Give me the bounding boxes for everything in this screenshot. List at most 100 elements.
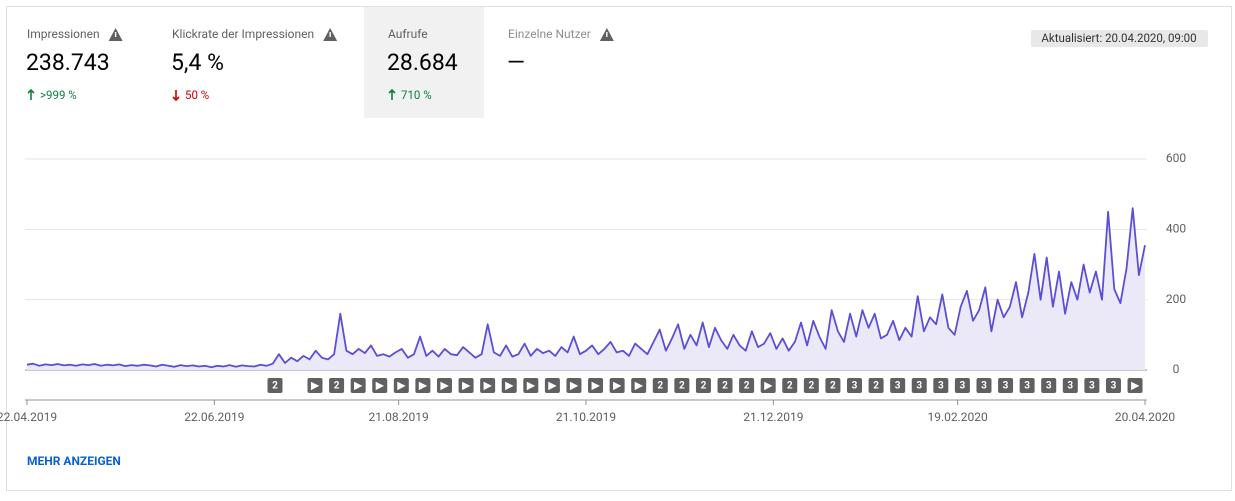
event-badge-label: ▶ <box>548 381 558 392</box>
event-badge-label: 3 <box>1046 381 1052 392</box>
event-badge-label: 3 <box>895 381 901 392</box>
event-badge-label: 2 <box>657 381 663 392</box>
event-badge-label: 2 <box>873 381 879 392</box>
x-tick-label: 22.04.2019 <box>0 410 57 424</box>
x-tick-label: 19.02.2020 <box>928 410 989 424</box>
event-badge-label: 2 <box>787 381 793 392</box>
event-badge-label: 2 <box>830 381 836 392</box>
event-badge[interactable] <box>307 378 323 393</box>
event-badge-label: 3 <box>916 381 922 392</box>
event-badge-label: 2 <box>272 381 278 392</box>
event-badge-label: 3 <box>1067 381 1073 392</box>
event-badge-label: ▶ <box>440 381 450 392</box>
more-link[interactable]: MEHR ANZEIGEN <box>27 454 121 468</box>
event-badge[interactable] <box>1105 378 1121 393</box>
y-tick-label: 600 <box>1166 151 1186 165</box>
event-badge[interactable] <box>911 378 927 393</box>
event-badge[interactable] <box>523 378 539 393</box>
warning-mark <box>606 32 608 37</box>
event-badge[interactable] <box>544 378 560 393</box>
trend-arrow <box>172 90 180 102</box>
metric-value: 28.684 <box>387 49 458 76</box>
line <box>26 207 1146 369</box>
card-border <box>6 6 1232 491</box>
event-badge-label: 2 <box>334 381 340 392</box>
event-badge[interactable] <box>890 378 906 393</box>
metric-change: 710 % <box>401 88 432 102</box>
event-badge-label: 3 <box>938 381 944 392</box>
event-badge-label: 3 <box>1003 381 1009 392</box>
updated-label: Aktualisiert: 20.04.2020, 09:00 <box>1041 31 1196 45</box>
y-tick-label: 400 <box>1166 222 1186 236</box>
event-badge-label: 3 <box>981 381 987 392</box>
metric-label: Aufrufe <box>388 27 428 41</box>
x-tick-label: 21.08.2019 <box>369 410 429 424</box>
event-badge[interactable] <box>998 378 1014 393</box>
event-badge[interactable] <box>1127 378 1143 393</box>
event-badge[interactable] <box>652 378 668 393</box>
x-tick-label: 21.10.2019 <box>556 410 616 424</box>
event-badge-label: ▶ <box>612 381 622 392</box>
metric-label: Impressionen <box>27 27 100 41</box>
event-badge[interactable] <box>609 378 625 393</box>
event-badge[interactable] <box>933 378 949 393</box>
event-badge[interactable] <box>717 378 733 393</box>
event-badge-label: 2 <box>744 381 750 392</box>
event-badge-label: ▶ <box>763 381 773 392</box>
event-badge[interactable] <box>1041 378 1057 393</box>
event-badge[interactable] <box>329 378 345 393</box>
metric-label: Klickrate der Impressionen <box>172 27 314 41</box>
event-badge[interactable] <box>501 378 517 393</box>
x-tick-label: 21.12.2019 <box>743 410 803 424</box>
event-badge[interactable] <box>267 378 283 393</box>
event-badge[interactable] <box>393 378 409 393</box>
event-badge-label: ▶ <box>526 381 536 392</box>
event-badge-label: ▶ <box>504 381 514 392</box>
event-badge[interactable] <box>458 378 474 393</box>
event-badge[interactable] <box>1062 378 1078 393</box>
event-badge-label: ▶ <box>483 381 493 392</box>
event-badge-label: 2 <box>701 381 707 392</box>
event-badge[interactable] <box>436 378 452 393</box>
event-badge[interactable] <box>739 378 755 393</box>
event-badge[interactable] <box>695 378 711 393</box>
event-badge-label: 3 <box>1089 381 1095 392</box>
area <box>27 208 1145 370</box>
event-badge[interactable] <box>847 378 862 393</box>
event-badge[interactable] <box>976 378 992 393</box>
trend-arrow <box>388 88 396 100</box>
event-badge[interactable] <box>803 378 819 393</box>
metric-value: — <box>507 49 525 76</box>
event-badge-label: ▶ <box>396 381 406 392</box>
event-badge-label: ▶ <box>1130 381 1140 392</box>
event-badge[interactable] <box>760 378 776 393</box>
y-tick-label: 200 <box>1166 292 1186 306</box>
event-badge[interactable] <box>350 378 366 393</box>
event-badge-label: 3 <box>960 381 966 392</box>
event-badge-label: ▶ <box>461 381 471 392</box>
event-badge[interactable] <box>782 378 798 393</box>
event-badge[interactable] <box>631 378 647 393</box>
event-badge[interactable] <box>954 378 970 393</box>
event-badge[interactable] <box>480 378 496 393</box>
metric-value: 238.743 <box>26 49 110 76</box>
event-badge[interactable] <box>566 378 582 393</box>
event-badge[interactable] <box>588 378 604 393</box>
event-badge-label: 2 <box>722 381 728 392</box>
event-badge[interactable] <box>674 378 690 393</box>
warning-mark <box>329 32 331 37</box>
event-badge[interactable] <box>372 378 388 393</box>
event-badge-label: ▶ <box>569 381 579 392</box>
event-badge-label: ▶ <box>591 381 601 392</box>
x-tick-label: 22.06.2019 <box>184 410 244 424</box>
event-badge-label: 3 <box>852 381 858 392</box>
x-tick-label: 20.04.2020 <box>1115 410 1176 424</box>
event-badge[interactable] <box>868 378 884 393</box>
event-badge[interactable] <box>415 378 431 393</box>
event-badge[interactable] <box>1019 378 1035 393</box>
event-badge[interactable] <box>1084 378 1100 393</box>
metric-value: 5,4 % <box>171 49 224 76</box>
event-badge[interactable] <box>825 378 841 393</box>
